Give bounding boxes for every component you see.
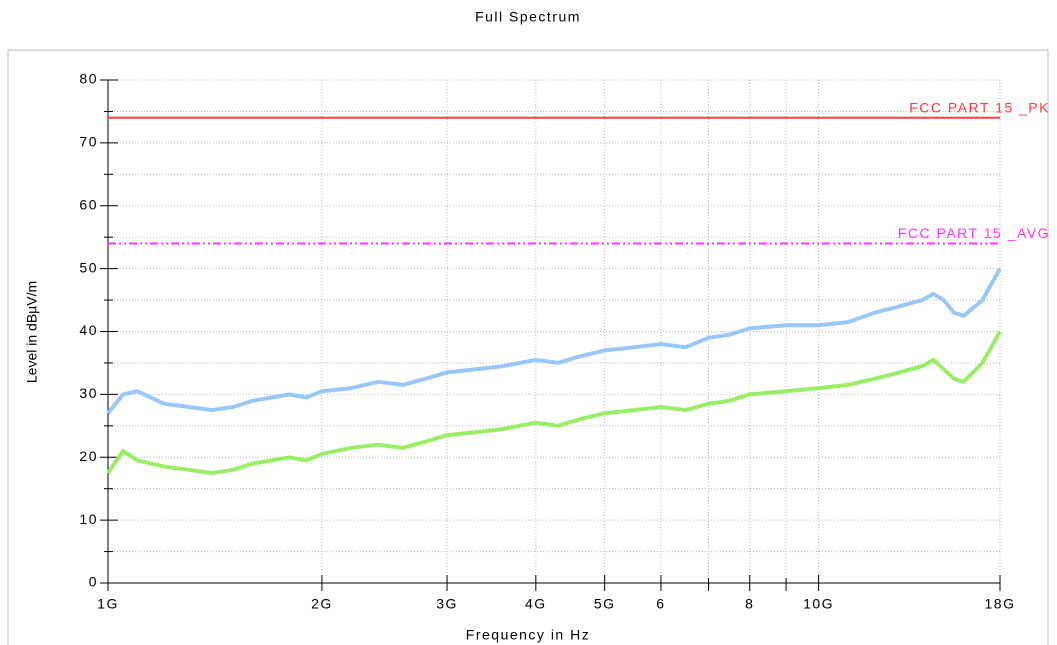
limit-label: FCC PART 15 _PK [909, 99, 1050, 115]
y-tick-label: 60 [79, 196, 98, 212]
y-tick-label: 70 [79, 134, 98, 150]
y-tick-label: 30 [79, 385, 98, 401]
y-tick-label: 50 [79, 259, 98, 275]
y-tick-label: 10 [79, 511, 98, 527]
y-tick-label: 0 [89, 574, 98, 590]
x-tick-label: 10G [803, 596, 834, 612]
x-axis-label: Frequency in Hz [466, 627, 590, 643]
x-tick-label: 5G [594, 596, 616, 612]
y-tick-label: 80 [79, 71, 98, 87]
limit-label: FCC PART 15 _AVG [898, 225, 1050, 241]
chart-title: Full Spectrum [475, 9, 581, 25]
y-tick-label: 40 [79, 322, 98, 338]
x-tick-label: 3G [436, 596, 458, 612]
y-tick-label: 20 [79, 448, 98, 464]
x-tick-label: 8 [745, 596, 754, 612]
x-tick-label: 1G [97, 596, 119, 612]
x-tick-label: 18G [985, 596, 1016, 612]
y-axis-label: Level in dBµV/m [24, 281, 40, 383]
x-tick-label: 2G [311, 596, 333, 612]
trace [106, 330, 1002, 475]
x-tick-label: 6 [656, 596, 665, 612]
x-tick-label: 4G [525, 596, 547, 612]
frame [7, 49, 1049, 645]
trace [106, 267, 1002, 415]
